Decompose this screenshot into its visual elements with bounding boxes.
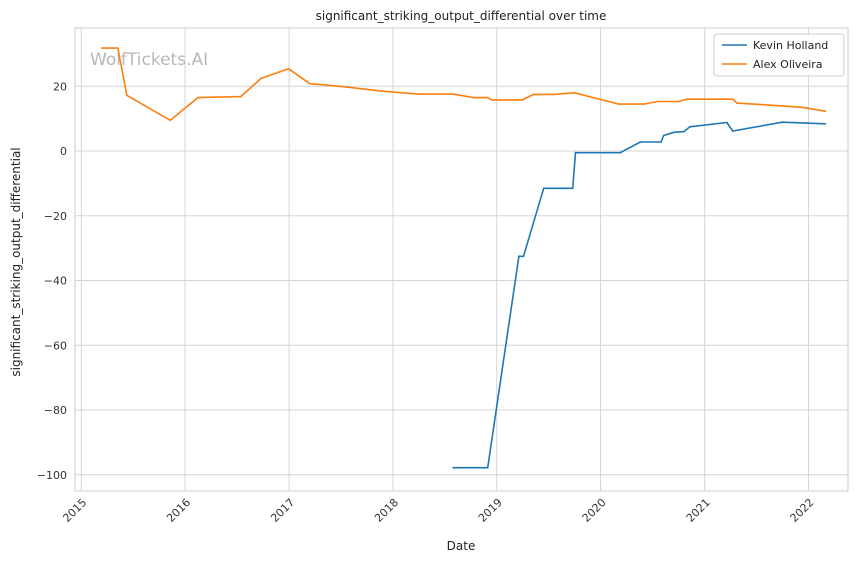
data-point-alex-oliveira (617, 103, 620, 105)
y-tick-label: −100 (37, 469, 67, 482)
data-point-alex-oliveira (573, 91, 576, 94)
y-tick-label: −60 (44, 339, 67, 352)
data-point-kevin-holland (824, 122, 827, 125)
data-point-alex-oliveira (380, 90, 382, 92)
data-point-alex-oliveira (169, 119, 172, 122)
y-tick-label: −80 (44, 404, 67, 417)
data-point-alex-oliveira (656, 100, 659, 103)
data-point-alex-oliveira (287, 67, 290, 70)
data-point-kevin-holland (673, 131, 675, 134)
data-point-kevin-holland (574, 151, 577, 154)
plot-frame (74, 27, 849, 492)
data-point-alex-oliveira (101, 47, 103, 49)
legend: Kevin Holland Alex Oliveira (713, 33, 845, 77)
y-axis-ticks: −100 −80 −60 −40 −20 0 20 (37, 80, 67, 482)
data-point-alex-oliveira (768, 104, 770, 106)
data-point-alex-oliveira (452, 93, 455, 95)
data-point-kevin-holland (452, 466, 455, 469)
data-point-alex-oliveira (486, 96, 489, 99)
data-point-alex-oliveira (472, 96, 475, 99)
data-point-kevin-holland (683, 130, 685, 133)
data-point-alex-oliveira (677, 100, 680, 103)
data-point-alex-oliveira (125, 94, 128, 97)
data-point-kevin-holland (639, 141, 642, 143)
chart-title: significant_striking_output_differential… (316, 9, 607, 23)
y-axis-label: significant_striking_output_differential (9, 147, 23, 376)
watermark: WolfTickets.AI (90, 50, 208, 70)
data-point-alex-oliveira (491, 99, 493, 101)
data-point-alex-oliveira (345, 86, 347, 88)
series-line-alex-oliveira (102, 47, 826, 122)
data-point-alex-oliveira (417, 93, 420, 95)
y-tick-label: −20 (44, 210, 67, 223)
data-point-alex-oliveira (731, 98, 734, 101)
grid (75, 28, 848, 491)
data-point-kevin-holland (689, 125, 691, 128)
data-point-alex-oliveira (532, 93, 535, 96)
data-point-kevin-holland (662, 134, 665, 137)
data-point-alex-oliveira (239, 95, 242, 98)
data-point-kevin-holland (781, 121, 784, 124)
data-point-alex-oliveira (642, 103, 645, 105)
data-point-alex-oliveira (521, 99, 524, 101)
data-point-kevin-holland (660, 141, 662, 143)
legend-label-alex-oliveira: Alex Oliveira (753, 58, 823, 71)
data-point-alex-oliveira (552, 93, 555, 96)
data-point-kevin-holland (619, 151, 622, 154)
data-point-alex-oliveira (309, 82, 311, 85)
data-point-alex-oliveira (260, 77, 263, 80)
x-axis-label: Date (447, 539, 476, 553)
series-layer (101, 47, 827, 469)
data-point-kevin-holland (486, 466, 489, 469)
data-point-kevin-holland (542, 187, 545, 190)
y-tick-label: 0 (60, 145, 67, 158)
y-tick-label: −40 (44, 275, 67, 288)
data-point-alex-oliveira (736, 102, 738, 104)
data-point-kevin-holland (731, 130, 734, 132)
legend-label-kevin-holland: Kevin Holland (753, 39, 828, 52)
data-point-kevin-holland (522, 255, 525, 258)
data-point-alex-oliveira (801, 106, 804, 109)
data-point-alex-oliveira (824, 110, 827, 113)
data-point-kevin-holland (725, 121, 728, 124)
data-point-kevin-holland (571, 187, 574, 190)
data-point-alex-oliveira (686, 98, 689, 101)
data-point-kevin-holland (518, 255, 520, 258)
data-point-alex-oliveira (197, 96, 199, 99)
y-tick-label: 20 (53, 80, 67, 93)
data-point-alex-oliveira (117, 47, 119, 49)
